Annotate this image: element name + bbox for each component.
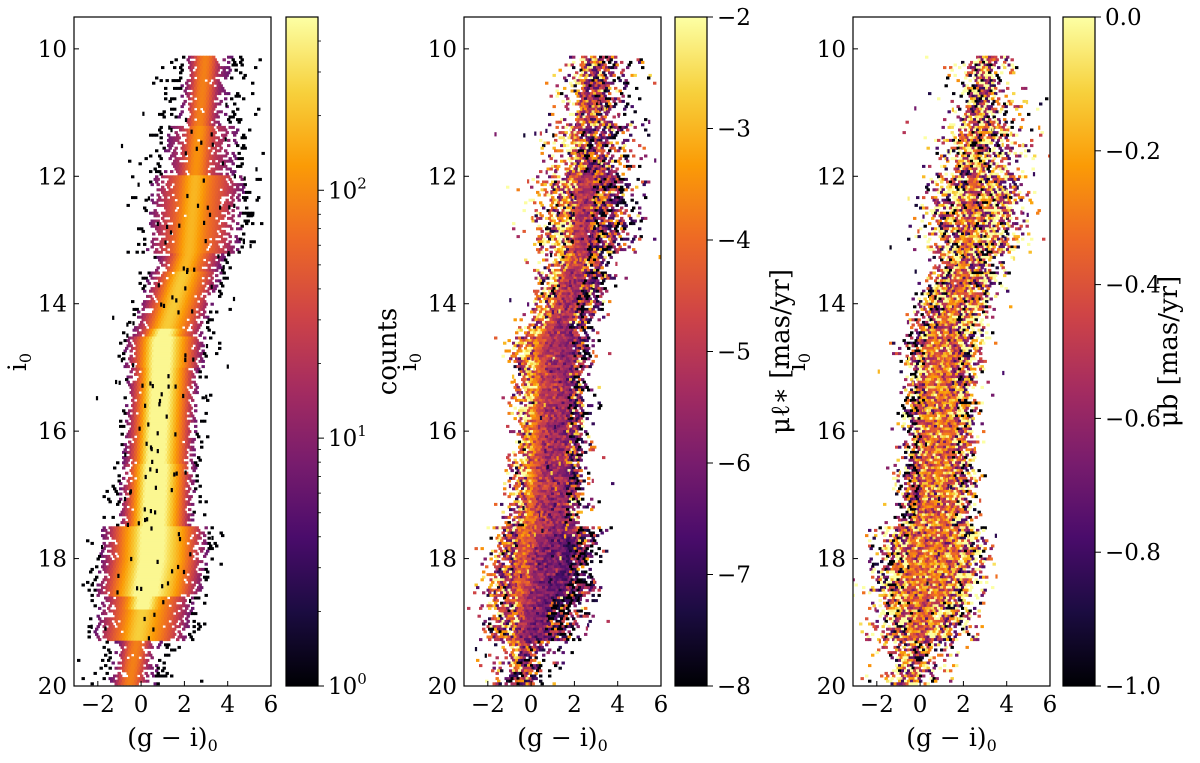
colorbar: −1.0 −0.8 −0.6 −0.4 −0.2 0.0 μb [mas/yr] (1062, 5, 1184, 700)
y-tick-label: 14 (817, 292, 846, 318)
y-tick-label: 10 (817, 37, 846, 63)
hexbin-cloud (77, 55, 265, 686)
y-tick-label: 12 (428, 164, 457, 190)
y-tick-label: 10 (428, 37, 457, 63)
axes-frame (463, 16, 662, 687)
colorbar-tick-label: 100 (328, 670, 367, 700)
x-tick-label: 2 (177, 692, 192, 718)
y-tick-label: 20 (817, 674, 846, 700)
colorbar-label: counts (373, 308, 403, 396)
axes-frame (852, 16, 1051, 687)
colorbar-tick-label: −1.0 (1105, 674, 1161, 700)
x-axis-label: (g − i)0 (127, 723, 218, 755)
y-tick-label: 16 (817, 419, 846, 445)
colorbar-gradient (1062, 16, 1096, 687)
x-tick-label: −2 (81, 692, 115, 718)
x-tick-label: 6 (654, 692, 669, 718)
y-tick-label: 18 (428, 547, 457, 573)
axes-frame (73, 16, 272, 687)
colorbar: 100 101 102 counts (285, 16, 403, 700)
colorbar-tick-label: −8 (717, 674, 751, 700)
x-tick-label: −2 (471, 692, 505, 718)
colorbar-tick-label: 101 (328, 422, 367, 452)
x-tick-label: 6 (1043, 692, 1058, 718)
colorbar-tick-label: −3 (717, 117, 751, 143)
colorbar-tick-label: −0.2 (1105, 139, 1161, 165)
y-tick-label: 16 (428, 419, 457, 445)
colorbar-tick-label: 102 (328, 174, 367, 204)
colorbar-tick-label: −5 (717, 340, 751, 366)
y-tick-label: 14 (428, 292, 457, 318)
colorbar: −8 −7 −6 −5 −4 −3 −2 μℓ∗ [mas/yr] (674, 5, 796, 700)
colorbar-gradient (674, 16, 708, 687)
y-tick-label: 14 (38, 292, 67, 318)
colorbar-tick-label: −7 (717, 563, 751, 589)
x-axis-label: (g − i)0 (906, 723, 997, 755)
colorbar-tick-label: −0.8 (1105, 540, 1161, 566)
colorbar-tick-label: −2 (717, 5, 751, 31)
x-tick-label: −2 (860, 692, 894, 718)
y-tick-label: 18 (38, 547, 67, 573)
panel-left: −2 0 2 4 6 10 12 14 16 18 20 (g − i)0 i0 100 101 102 cou… (3, 16, 403, 755)
y-axis-label: i0 (3, 353, 35, 371)
x-tick-label: 0 (913, 692, 928, 718)
x-tick-label: 4 (220, 692, 235, 718)
x-tick-label: 0 (134, 692, 149, 718)
colorbar-tick-label: −0.6 (1105, 406, 1161, 432)
colorbar-tick-label: −6 (717, 451, 751, 477)
colorbar-tick-label: 0.0 (1105, 5, 1142, 31)
y-tick-label: 12 (38, 164, 67, 190)
colorbar-label: μb [mas/yr] (1154, 276, 1184, 427)
x-tick-label: 2 (567, 692, 582, 718)
x-tick-label: 0 (524, 692, 539, 718)
x-tick-label: 4 (999, 692, 1014, 718)
colorbar-tick-label: −4 (717, 228, 751, 254)
x-tick-label: 2 (956, 692, 971, 718)
x-axis-label: (g − i)0 (517, 723, 608, 755)
colorbar-gradient (285, 16, 319, 687)
y-tick-label: 20 (38, 674, 67, 700)
x-tick-label: 6 (264, 692, 279, 718)
colorbar-label: μℓ∗ [mas/yr] (766, 269, 796, 434)
hexbin-cloud (853, 55, 1050, 686)
y-tick-label: 20 (428, 674, 457, 700)
y-tick-label: 12 (817, 164, 846, 190)
x-tick-label: 4 (610, 692, 625, 718)
hexbin-cloud (467, 55, 661, 686)
y-tick-label: 18 (817, 547, 846, 573)
y-tick-label: 16 (38, 419, 67, 445)
y-tick-label: 10 (38, 37, 67, 63)
colorbar-tick-label: −0.4 (1105, 273, 1161, 299)
